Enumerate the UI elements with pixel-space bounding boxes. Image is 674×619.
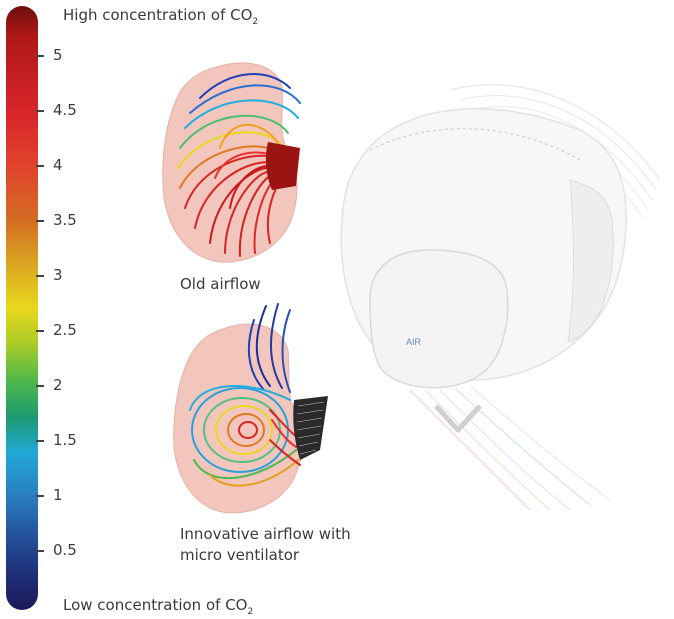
- colorbar-tick-label: 2.5: [53, 321, 77, 339]
- airflow-streamlines: [189, 303, 303, 487]
- colorbar-tick-label: 4.5: [53, 101, 77, 119]
- old-airflow-caption: Old airflow: [180, 275, 261, 293]
- mask-ear-flap: [567, 179, 614, 343]
- exhale-plume: [265, 142, 300, 190]
- new-airflow-simulation: [173, 303, 328, 514]
- colorbar-tick: [36, 440, 44, 442]
- new-airflow-caption: Innovative airflow with micro ventilator: [180, 525, 351, 564]
- ventilator-module: [369, 249, 509, 389]
- face-mask-illustration: AIR: [340, 84, 661, 511]
- face-silhouette: [173, 323, 303, 514]
- colorbar-tick-label: 0.5: [53, 541, 77, 559]
- colorbar-tick-label: 3.5: [53, 211, 77, 229]
- colorbar-tick: [36, 165, 44, 167]
- colorbar-top-label: High concentration of CO2: [63, 6, 259, 27]
- colorbar-tick: [36, 330, 44, 332]
- old-airflow-simulation: [162, 62, 301, 263]
- colorbar-tick-label: 1: [53, 486, 63, 504]
- exhale-chevron: [434, 404, 482, 433]
- colorbar-tick-label: 4: [53, 156, 63, 174]
- micro-ventilator-holes: [296, 401, 325, 455]
- co2-colorbar: [6, 6, 38, 610]
- colorbar-tick: [36, 550, 44, 552]
- mask-top-seam: [369, 127, 581, 161]
- colorbar-bottom-label: Low concentration of CO2: [63, 596, 254, 617]
- colorbar-tick-label: 5: [53, 46, 63, 64]
- colorbar-tick-label: 1.5: [53, 431, 77, 449]
- colorbar-tick: [36, 110, 44, 112]
- mask-logo: AIR: [406, 337, 422, 347]
- colorbar-tick-label: 2: [53, 376, 63, 394]
- colorbar-tick: [36, 55, 44, 57]
- colorbar-tick-label: 3: [53, 266, 63, 284]
- colorbar-tick: [36, 495, 44, 497]
- colorbar-tick: [36, 385, 44, 387]
- colorbar-tick: [36, 220, 44, 222]
- colorbar-tick: [36, 275, 44, 277]
